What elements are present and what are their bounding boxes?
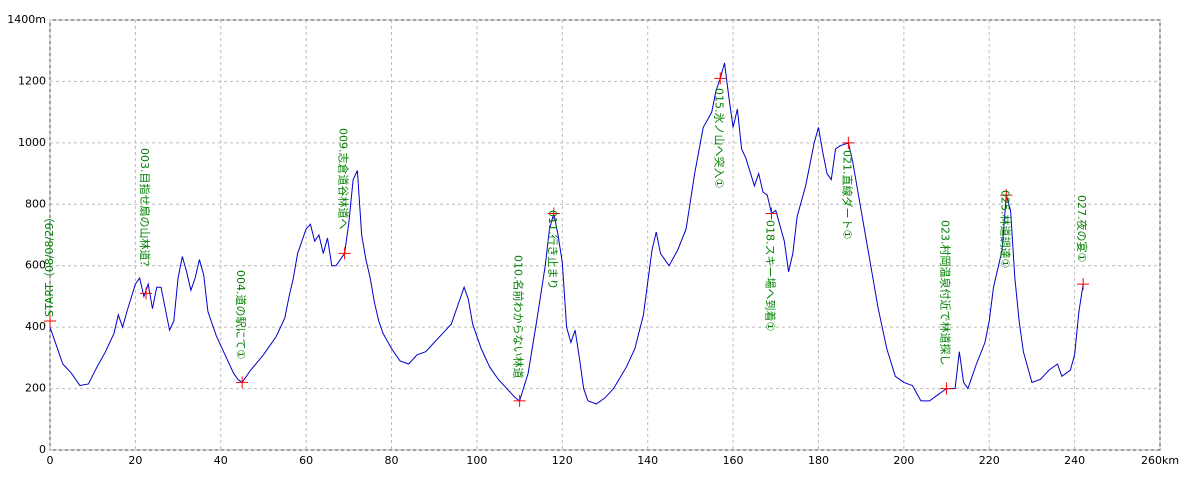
waypoint-marker [714,72,727,85]
waypoint-label: 004.道の駅にて① [234,270,248,359]
x-tick-label: 80 [385,454,399,467]
y-tick-label: 0 [39,443,46,456]
y-tick-label: 800 [25,197,46,210]
elevation-line [49,62,1084,405]
y-tick-label: 200 [25,382,46,395]
x-tick-label: 40 [214,454,228,467]
waypoint-label: 023.村岡温泉付近で林道探し [939,220,953,366]
waypoint-marker [44,315,56,327]
waypoint-marker [140,287,153,300]
x-tick-label: 0 [47,454,54,467]
waypoint-marker [1077,278,1090,291]
waypoint-marker [940,382,953,395]
waypoint-marker [338,247,351,260]
waypoint-label: 003.目指せ扇の山林道？ [138,148,152,272]
x-tick-label: 200 [893,454,914,467]
y-tick-label: 600 [25,259,46,272]
waypoint-marker [1000,189,1013,202]
y-tick-label: 1200 [18,74,46,87]
waypoint-label: 015.氷ノ山へ突入① [712,88,726,188]
waypoint-marker [842,136,855,149]
waypoint-label: 018.スキー場へ到着① [764,220,778,331]
y-tick-label: 400 [25,320,46,333]
x-tick-label: 160 [723,454,744,467]
plot-frame [49,19,1161,451]
y-tick-label: 1000 [18,136,46,149]
waypoint-label: START（08/08/29） [43,212,56,317]
waypoint-marker [236,376,249,389]
waypoint-label: 009.志倉道谷林道へ [337,128,351,230]
x-tick-label: 220 [979,454,1000,467]
x-tick-label: 60 [299,454,313,467]
waypoint-marker [765,207,778,220]
y-tick-label: 1400m [7,13,46,26]
waypoint-marker [513,394,526,407]
waypoint-label: 010.名前わからない林道 [512,255,526,379]
x-tick-label: 140 [637,454,658,467]
x-tick-label: 240 [1064,454,1085,467]
waypoint-marker [547,207,560,220]
x-tick-label: 260km [1141,454,1179,467]
x-tick-label: 20 [128,454,142,467]
x-tick-label: 120 [552,454,573,467]
waypoint-label: 027.夜の宴① [1075,195,1089,262]
x-tick-label: 100 [466,454,487,467]
waypoint-label: 011.行き止まり [546,210,559,290]
x-tick-label: 180 [808,454,829,467]
waypoint-label: 025.林道調達① [998,190,1012,268]
waypoint-label: 021.直線ダート① [840,150,854,239]
